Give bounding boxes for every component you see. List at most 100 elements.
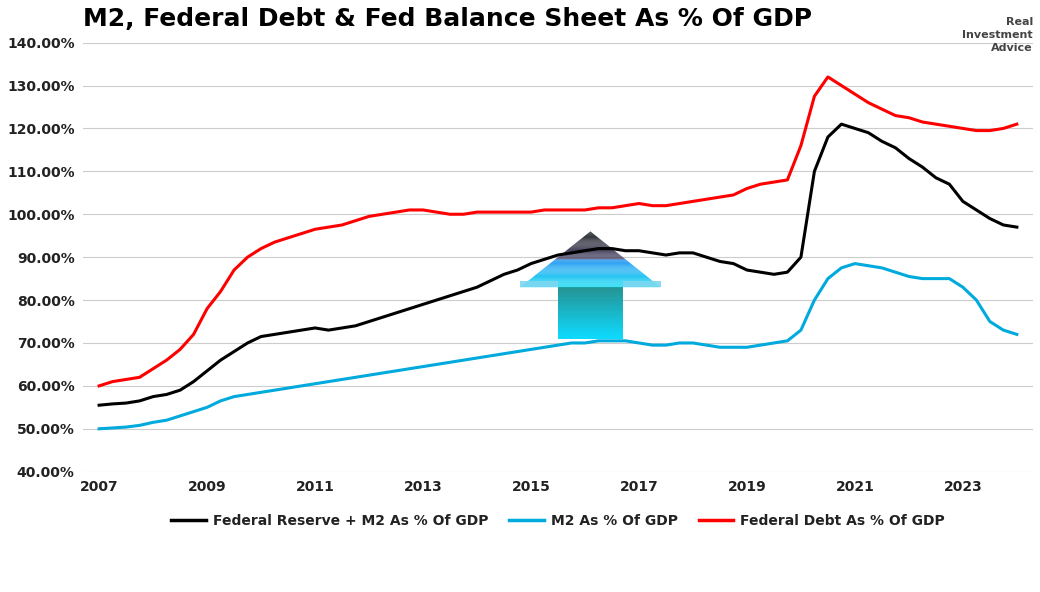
Polygon shape: [558, 298, 623, 299]
Polygon shape: [548, 264, 632, 265]
Polygon shape: [564, 252, 618, 253]
Polygon shape: [525, 282, 656, 284]
Polygon shape: [558, 291, 623, 292]
Federal Debt As % Of GDP: [93, 382, 105, 390]
Polygon shape: [574, 243, 606, 244]
Polygon shape: [527, 281, 653, 282]
Polygon shape: [583, 236, 597, 237]
Polygon shape: [558, 327, 623, 329]
Polygon shape: [558, 304, 623, 305]
Polygon shape: [558, 307, 623, 308]
Polygon shape: [588, 232, 593, 233]
Polygon shape: [558, 318, 623, 319]
Polygon shape: [584, 235, 596, 236]
Polygon shape: [558, 289, 623, 291]
Line: Federal Debt As % Of GDP: Federal Debt As % Of GDP: [99, 77, 1017, 386]
Polygon shape: [547, 265, 633, 266]
Polygon shape: [544, 268, 638, 269]
Federal Reserve + M2 As % Of GDP: [390, 310, 402, 317]
M2 As % Of GDP: [997, 327, 1010, 334]
Polygon shape: [558, 336, 623, 337]
Polygon shape: [558, 325, 623, 326]
Polygon shape: [586, 234, 595, 235]
Polygon shape: [558, 331, 623, 332]
Polygon shape: [546, 266, 634, 267]
Polygon shape: [558, 301, 623, 302]
Polygon shape: [558, 323, 623, 324]
M2 As % Of GDP: [268, 387, 281, 394]
Polygon shape: [553, 260, 628, 261]
Polygon shape: [558, 297, 623, 298]
Polygon shape: [536, 274, 646, 275]
Polygon shape: [521, 285, 659, 287]
Federal Reserve + M2 As % Of GDP: [835, 121, 848, 128]
Polygon shape: [535, 275, 647, 276]
Polygon shape: [567, 249, 614, 250]
Polygon shape: [558, 310, 623, 311]
M2 As % Of GDP: [93, 425, 105, 432]
Polygon shape: [558, 302, 623, 303]
Polygon shape: [558, 329, 623, 330]
Federal Debt As % Of GDP: [404, 207, 416, 214]
M2 As % Of GDP: [1011, 331, 1023, 338]
Polygon shape: [558, 319, 623, 320]
Line: Federal Reserve + M2 As % Of GDP: Federal Reserve + M2 As % Of GDP: [99, 124, 1017, 405]
Federal Debt As % Of GDP: [997, 125, 1010, 132]
Text: M2, Federal Debt & Fed Balance Sheet As % Of GDP: M2, Federal Debt & Fed Balance Sheet As …: [83, 7, 812, 31]
Polygon shape: [558, 321, 623, 323]
Polygon shape: [568, 248, 613, 249]
Federal Debt As % Of GDP: [160, 356, 173, 363]
Line: M2 As % Of GDP: M2 As % Of GDP: [99, 263, 1017, 429]
Text: Real
Investment
Advice: Real Investment Advice: [962, 17, 1033, 53]
Polygon shape: [558, 306, 623, 307]
Polygon shape: [552, 261, 629, 262]
Polygon shape: [558, 303, 623, 304]
Polygon shape: [558, 316, 623, 317]
Polygon shape: [558, 287, 623, 288]
Polygon shape: [558, 315, 623, 316]
Polygon shape: [590, 231, 592, 232]
Polygon shape: [558, 288, 623, 289]
Polygon shape: [558, 330, 623, 331]
Polygon shape: [558, 333, 623, 334]
Polygon shape: [538, 272, 643, 274]
Polygon shape: [534, 276, 648, 277]
M2 As % Of GDP: [404, 365, 416, 372]
Federal Reserve + M2 As % Of GDP: [93, 401, 105, 408]
Polygon shape: [587, 233, 594, 234]
Polygon shape: [558, 320, 623, 321]
Federal Debt As % Of GDP: [619, 202, 631, 209]
Polygon shape: [558, 335, 623, 336]
Polygon shape: [558, 296, 623, 297]
Polygon shape: [522, 284, 658, 285]
Polygon shape: [580, 239, 601, 240]
Polygon shape: [562, 254, 620, 255]
Federal Reserve + M2 As % Of GDP: [1011, 224, 1023, 231]
Polygon shape: [545, 267, 636, 268]
Polygon shape: [558, 312, 623, 313]
Federal Reserve + M2 As % Of GDP: [404, 305, 416, 312]
Polygon shape: [529, 279, 651, 280]
Polygon shape: [573, 244, 608, 245]
Polygon shape: [558, 326, 623, 327]
Polygon shape: [539, 271, 642, 272]
Polygon shape: [558, 313, 623, 314]
Polygon shape: [554, 259, 627, 260]
Polygon shape: [555, 258, 625, 259]
Polygon shape: [530, 278, 650, 279]
M2 As % Of GDP: [390, 367, 402, 374]
M2 As % Of GDP: [849, 260, 861, 267]
Polygon shape: [566, 250, 615, 251]
Polygon shape: [550, 262, 630, 263]
Polygon shape: [558, 337, 623, 338]
Federal Reserve + M2 As % Of GDP: [268, 331, 281, 338]
Polygon shape: [577, 241, 603, 242]
Polygon shape: [571, 246, 610, 247]
Polygon shape: [558, 334, 623, 335]
Polygon shape: [572, 245, 609, 246]
Polygon shape: [528, 280, 652, 281]
Polygon shape: [558, 294, 623, 295]
Federal Reserve + M2 As % Of GDP: [619, 247, 631, 255]
Polygon shape: [623, 281, 660, 287]
Polygon shape: [558, 293, 623, 294]
